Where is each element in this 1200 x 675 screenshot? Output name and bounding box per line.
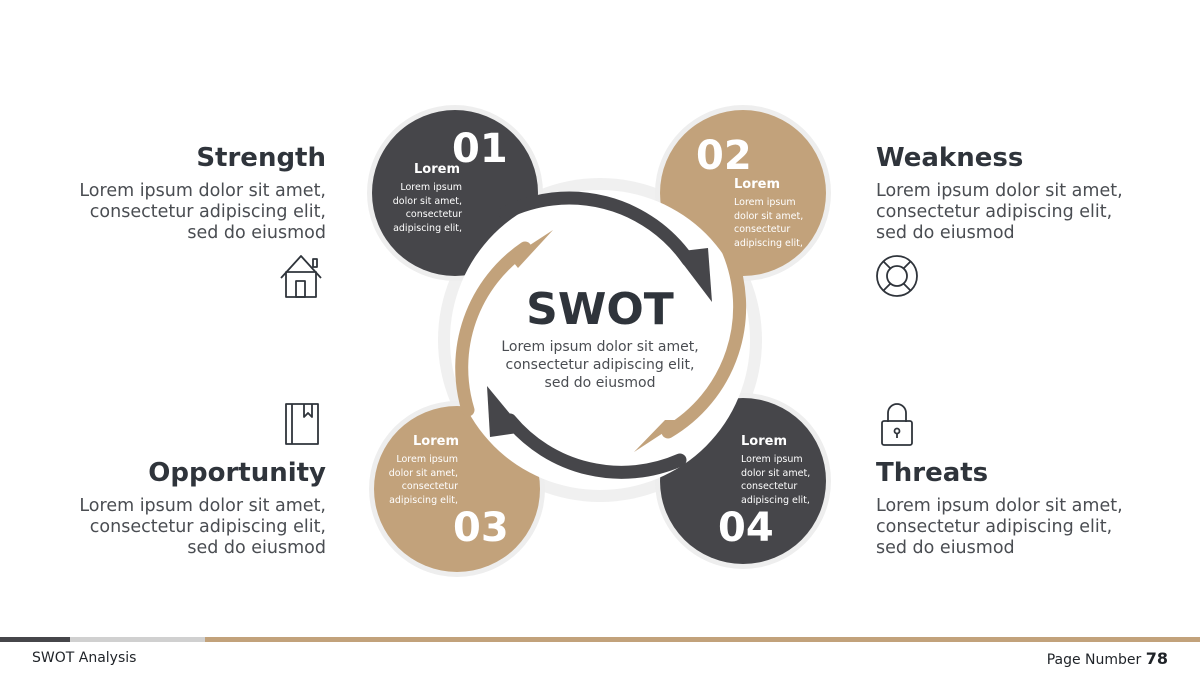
footer-title: SWOT Analysis [32, 650, 137, 666]
bubble-03-title: Lorem [413, 434, 459, 449]
threats-line-1: Lorem ipsum dolor sit amet, [876, 496, 1123, 516]
bubble-04-line-4: adipiscing elit, [741, 494, 810, 506]
opportunity-title: Opportunity [148, 458, 326, 488]
bubble-03-line-2: dolor sit amet, [388, 467, 458, 479]
bubble-01-line-2: dolor sit amet, [392, 195, 462, 207]
bubble-02-content: Lorem Lorem ipsum dolor sit amet, consec… [734, 177, 814, 250]
opportunity-line-2: consectetur adipiscing elit, [89, 517, 326, 537]
bubble-02-line-2: dolor sit amet, [734, 210, 804, 222]
strength-line-1: Lorem ipsum dolor sit amet, [79, 181, 326, 201]
center-line-2: consectetur adipiscing elit, [505, 357, 695, 373]
bubble-04-number: 04 [718, 505, 774, 551]
opportunity-line-1: Lorem ipsum dolor sit amet, [79, 496, 326, 516]
arrow-top-dark-head [674, 248, 712, 302]
footer-bar-tan [205, 637, 1200, 642]
center-disk [450, 190, 750, 490]
threats-block: Threats Lorem ipsum dolor sit amet, cons… [876, 458, 1123, 559]
arrow-right-tan-head [634, 420, 683, 452]
bubble-04-line-2: dolor sit amet, [741, 467, 811, 479]
bubble-01-line-3: consectetur [405, 209, 462, 220]
threats-line-2: consectetur adipiscing elit, [876, 517, 1113, 537]
opportunity-line-3: sed do eiusmod [187, 538, 326, 558]
bubble-03-content: Lorem Lorem ipsum dolor sit amet, consec… [388, 434, 459, 507]
bubble-02-title: Lorem [734, 177, 780, 192]
footer-bar-dark [0, 637, 70, 642]
bubble-01-title: Lorem [414, 162, 460, 177]
bubble-03-line-3: consectetur [401, 481, 458, 492]
weakness-line-2: consectetur adipiscing elit, [876, 202, 1113, 222]
bubble-04-content: Lorem Lorem ipsum dolor sit amet, consec… [741, 434, 821, 507]
center-title: SWOT [526, 284, 674, 335]
page-label: Page Number [1046, 652, 1142, 668]
weakness-title: Weakness [876, 143, 1024, 173]
arrow-bottom-dark [503, 413, 687, 479]
bubble-03-line-4: adipiscing elit, [389, 494, 458, 506]
strength-line-2: consectetur adipiscing elit, [89, 202, 326, 222]
bubble-02-line-1: Lorem ipsum [734, 197, 796, 208]
bubble-02-line-4: adipiscing elit, [734, 237, 803, 249]
arrow-bottom-dark-head [487, 386, 525, 437]
weakness-block: Weakness Lorem ipsum dolor sit amet, con… [876, 143, 1123, 244]
bubble-02-number: 02 [696, 133, 752, 179]
bubble-03-number: 03 [453, 505, 509, 551]
arrow-right-tan [661, 243, 747, 439]
bubble-01-line-1: Lorem ipsum [400, 182, 462, 193]
strength-title: Strength [196, 143, 326, 173]
arrow-left-tan [455, 241, 532, 417]
bubble-01-content: Lorem Lorem ipsum dolor sit amet, consec… [390, 162, 462, 235]
bubble-02-line-3: consectetur [734, 224, 791, 235]
center-line-3: sed do eiusmod [544, 375, 656, 391]
footer-page: Page Number 78 [1047, 649, 1168, 668]
center-line-1: Lorem ipsum dolor sit amet, [501, 339, 699, 355]
threats-line-3: sed do eiusmod [876, 538, 1015, 558]
bubble-04-line-1: Lorem ipsum [741, 454, 803, 465]
strength-block: Strength Lorem ipsum dolor sit amet, con… [79, 143, 326, 244]
arrow-left-tan-head [510, 230, 553, 268]
weakness-line-3: sed do eiusmod [876, 223, 1015, 243]
padlock-icon [881, 403, 913, 446]
opportunity-block: Opportunity Lorem ipsum dolor sit amet, … [79, 458, 326, 559]
strength-line-3: sed do eiusmod [187, 223, 326, 243]
threats-title: Threats [876, 458, 989, 488]
page-number: 78 [1145, 649, 1168, 668]
footer-bar-grey [70, 637, 205, 642]
arrow-top-dark [498, 191, 695, 267]
bubble-03-line-1: Lorem ipsum [396, 454, 458, 465]
bubble-01-line-4: adipiscing elit, [393, 222, 462, 234]
weakness-line-1: Lorem ipsum dolor sit amet, [876, 181, 1123, 201]
center-block: SWOT Lorem ipsum dolor sit amet, consect… [480, 286, 720, 392]
house-icon [280, 255, 322, 298]
lifebuoy-icon [876, 255, 918, 297]
bubble-01-number: 01 [452, 126, 508, 172]
bubble-04-line-3: consectetur [741, 481, 798, 492]
book-icon [285, 403, 319, 445]
bubble-04-title: Lorem [741, 434, 787, 449]
